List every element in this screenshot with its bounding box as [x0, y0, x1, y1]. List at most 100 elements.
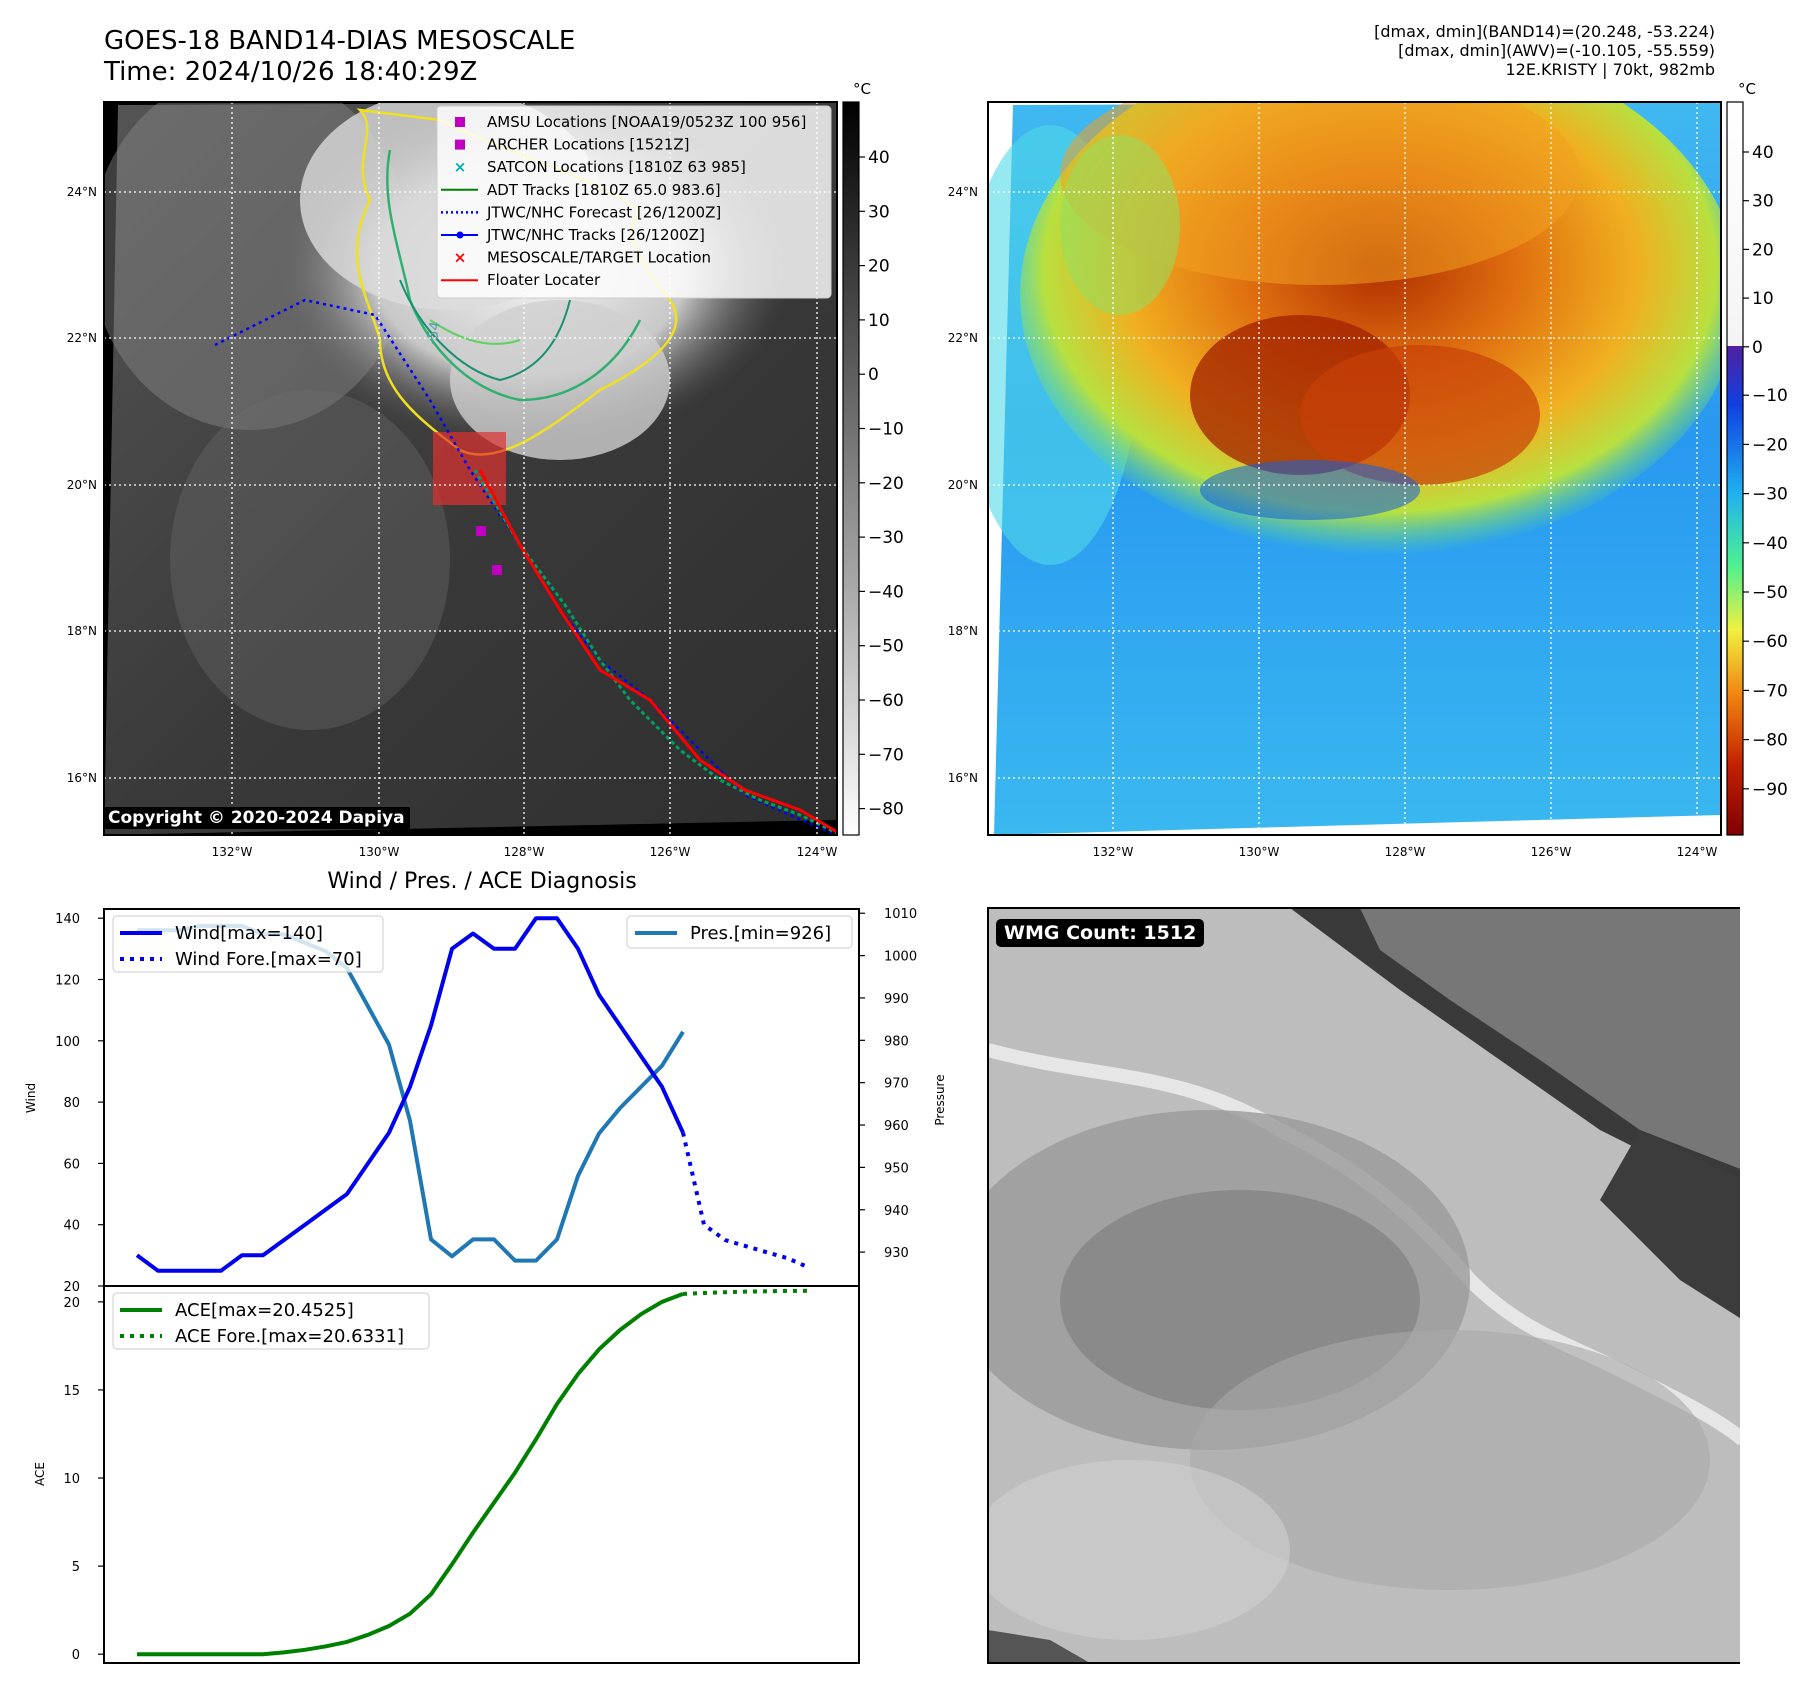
colorbar-tick-label: 30	[1752, 192, 1774, 212]
wind-tick-label: 20	[63, 1280, 80, 1295]
legend-entry: ADT Tracks [1810Z 65.0 983.6]	[441, 181, 721, 199]
wind-legend-label: Wind[max=140]	[175, 923, 323, 944]
wmg-panel	[987, 907, 1740, 1664]
colorbar-tick-label: −10	[868, 420, 904, 440]
colorbar-tick-label: −20	[1752, 435, 1788, 455]
info-line-1: [dmax, dmin](BAND14)=(20.248, -53.224)	[1374, 22, 1715, 41]
colorbar-tick-label: −50	[1752, 583, 1788, 603]
color-colorbar-ticks: 40 30 20 10 0 −10 −20 −30 −40 −50 −60 −70 −80 −90	[1743, 143, 1788, 800]
colorbar-tick-label: 0	[1752, 338, 1763, 358]
amsu-point	[492, 565, 502, 575]
lat-label: 20°N	[67, 478, 97, 492]
copyright-badge: Copyright © 2020-2024 Dapiya	[103, 807, 410, 829]
wind-tick-label: 80	[63, 1096, 80, 1111]
legend-label: ADT Tracks [1810Z 65.0 983.6]	[487, 181, 721, 199]
legend-entry: Floater Locater	[441, 271, 601, 289]
legend-marker-square	[455, 117, 465, 127]
title-line-2: Time: 2024/10/26 18:40:29Z	[104, 57, 478, 87]
wind-tick-label: 100	[55, 1035, 80, 1050]
colorbar-tick-label: −90	[1752, 780, 1788, 800]
lon-label: 124°W	[1677, 845, 1718, 859]
pressure-tick-label: 950	[884, 1161, 909, 1176]
lat-label: 16°N	[948, 771, 978, 785]
colorbar-tick-label: −80	[1752, 731, 1788, 751]
wind-tick-label: 60	[63, 1157, 80, 1172]
lon-label: 128°W	[504, 845, 545, 859]
legend-entry: ARCHER Locations [1521Z]	[455, 136, 690, 154]
colorbar-tick-label: −60	[868, 691, 904, 711]
colorbar-tick-label: −70	[868, 745, 904, 765]
wind-tick-label: 140	[55, 912, 80, 927]
pressure-tick-label: 940	[884, 1204, 909, 1219]
pressure-tick-label: 970	[884, 1077, 909, 1092]
colorbar-tick-label: −40	[868, 582, 904, 602]
lon-label: 130°W	[359, 845, 400, 859]
pressure-tick-label: 1010	[884, 907, 917, 922]
color-map-grid	[988, 102, 1721, 835]
ace-forecast-legend-label: ACE Fore.[max=20.6331]	[175, 1326, 404, 1347]
wind-tick-label: 120	[55, 973, 80, 988]
colorbar-tick-label: −30	[1752, 485, 1788, 505]
legend-label: MESOSCALE/TARGET Location	[487, 249, 711, 267]
lon-label: 126°W	[650, 845, 691, 859]
lat-label: 22°N	[67, 331, 97, 345]
floater-track	[478, 469, 837, 834]
ace-tick-label: 15	[63, 1384, 80, 1399]
diagnosis-chart: Wind / Pres. / ACE Diagnosis Wind Pressu…	[24, 869, 947, 1664]
color-colorbar: °C 40 30 20 10 0 −10 −20 −30 −40 −50 −60 −70 −80 −90	[1726, 80, 1788, 836]
wind-forecast-legend-label: Wind Fore.[max=70]	[175, 949, 362, 970]
gray-colorbar-unit: °C	[853, 80, 871, 98]
colorbar-tick-label: 0	[868, 365, 879, 385]
ace-series-line	[137, 1292, 684, 1657]
gray-colorbar-ticks: 40 30 20 10 0 −10 −20 −30 −40 −50 −60 −70 −80	[859, 148, 904, 820]
ace-ylabel: ACE	[33, 1462, 47, 1486]
colorbar-tick-label: 10	[1752, 289, 1774, 309]
wind-tick-label: 40	[63, 1219, 80, 1234]
legend-marker-x: ×	[454, 249, 467, 267]
legend-label: AMSU Locations [NOAA19/0523Z 100 956]	[487, 113, 806, 131]
lat-label: 18°N	[67, 624, 97, 638]
title-line-1: GOES-18 BAND14-DIAS MESOSCALE	[104, 26, 576, 56]
legend-label: JTWC/NHC Forecast [26/1200Z]	[486, 203, 721, 221]
legend-label: JTWC/NHC Tracks [26/1200Z]	[486, 226, 705, 244]
legend-marker-dot	[456, 231, 464, 239]
color-colorbar-unit: °C	[1738, 80, 1756, 98]
lat-label: 24°N	[67, 185, 97, 199]
ir-map-lat-labels: 24°N 22°N 20°N 18°N 16°N	[67, 185, 97, 785]
legend-label: SATCON Locations [1810Z 63 985]	[487, 158, 746, 176]
lon-label: 132°W	[212, 845, 253, 859]
lat-label: 24°N	[948, 185, 978, 199]
wind-forecast-series-line	[681, 1132, 810, 1270]
legend-entry: JTWC/NHC Tracks [26/1200Z]	[441, 226, 705, 244]
lon-label: 130°W	[1239, 845, 1280, 859]
lat-label: 20°N	[948, 478, 978, 492]
lon-label: 128°W	[1385, 845, 1426, 859]
ace-tick-label: 0	[72, 1648, 80, 1663]
colorbar-tick-label: −30	[868, 528, 904, 548]
pressure-tick-label: 930	[884, 1246, 909, 1261]
color-map-panel	[987, 101, 1722, 836]
pressure-legend-label: Pres.[min=926]	[690, 923, 831, 944]
wind-ylabel: Wind	[24, 1083, 38, 1113]
lon-label: 124°W	[797, 845, 838, 859]
colorbar-tick-label: −80	[868, 800, 904, 820]
legend-entry: × SATCON Locations [1810Z 63 985]	[454, 158, 746, 176]
ir-map-lon-labels: 132°W 130°W 128°W 126°W 124°W	[212, 845, 838, 859]
lon-label: 132°W	[1093, 845, 1134, 859]
ace-forecast-series-line	[682, 1288, 810, 1296]
colorbar-tick-label: −40	[1752, 534, 1788, 554]
track-legend: AMSU Locations [NOAA19/0523Z 100 956] ARC…	[436, 105, 832, 299]
colorbar-tick-label: −50	[868, 637, 904, 657]
storm-info: [dmax, dmin](BAND14)=(20.248, -53.224) […	[1374, 22, 1715, 79]
adt-track	[473, 469, 837, 835]
colorbar-tick-label: 20	[1752, 240, 1774, 260]
ir-map-grid	[104, 102, 837, 835]
colorbar-tick-label: −20	[868, 474, 904, 494]
colorbar-tick-label: −10	[1752, 386, 1788, 406]
colorbar-tick-label: −60	[1752, 632, 1788, 652]
wmg-count-badge: WMG Count: 1512	[996, 919, 1205, 947]
pressure-ylabel: Pressure	[933, 1074, 947, 1125]
awv-imagery	[988, 102, 1721, 835]
wmg-imagery	[988, 908, 1740, 1663]
colorbar-tick-label: 30	[868, 202, 890, 222]
